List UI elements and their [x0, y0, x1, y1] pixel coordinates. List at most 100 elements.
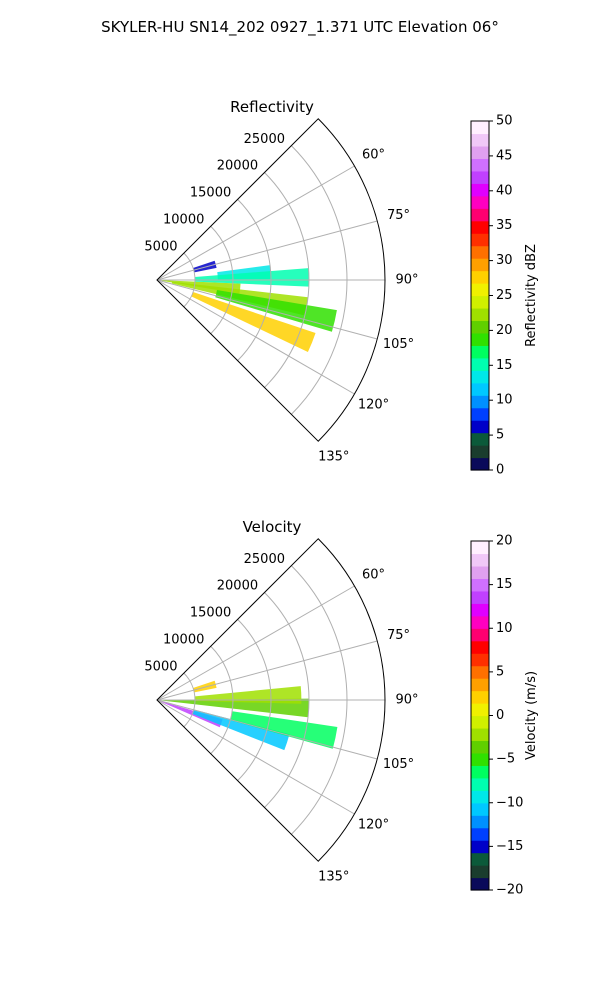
range-tick-label: 10000 [163, 212, 204, 227]
colorbar-tick-label: 45 [496, 148, 513, 163]
colorbar-segment [471, 715, 489, 729]
echo-region-1 [157, 700, 223, 728]
sector-frame [156, 118, 386, 442]
azimuth-tick-label: 75° [387, 208, 410, 223]
azimuth-tick-label: 60° [362, 148, 385, 163]
colorbar-segment [471, 865, 489, 879]
echo-region-5 [194, 686, 302, 704]
colorbar-segment [471, 145, 489, 159]
colorbar-segment [471, 640, 489, 654]
colorbar-segment [471, 777, 489, 791]
colorbar-tick-label: 0 [496, 463, 504, 478]
range-tick-label: 15000 [190, 186, 231, 201]
colorbar-tick-label: −15 [496, 839, 523, 854]
colorbar-segment [471, 258, 489, 272]
range-tick-label: 20000 [217, 159, 258, 174]
range-tick-label: 5000 [144, 659, 177, 674]
colorbar-tick-label: 5 [496, 428, 504, 443]
range-tick-label: 25000 [244, 552, 285, 567]
colorbar-segment [471, 420, 489, 434]
colorbar-segment [471, 245, 489, 259]
colorbar-segment [471, 690, 489, 704]
colorbar-tick-label: 25 [496, 288, 513, 303]
colorbar-segment [471, 840, 489, 854]
colorbar-tick-label: −5 [496, 752, 515, 767]
colorbar-tick-label: 15 [496, 358, 513, 373]
panel-title: Reflectivity [230, 98, 314, 116]
range-tick-label: 5000 [144, 239, 177, 254]
colorbar-label: Velocity (m/s) [524, 671, 539, 760]
colorbar-segment [471, 220, 489, 234]
colorbar-segment [471, 121, 489, 135]
colorbar-tick-label: 10 [496, 621, 513, 636]
colorbar-segment [471, 270, 489, 284]
colorbar-segment [471, 615, 489, 629]
echo-region-4 [193, 680, 217, 693]
range-tick-label: 20000 [217, 579, 258, 594]
colorbar-segment [471, 727, 489, 742]
range-tick-label: 15000 [190, 606, 231, 621]
colorbar-tick-label: 40 [496, 183, 513, 198]
azimuth-tick-label: 90° [395, 693, 418, 708]
colorbar-segment [471, 158, 489, 172]
azimuth-tick-label: 90° [395, 273, 418, 288]
colorbar-segment [471, 370, 489, 384]
colorbar-segment [471, 628, 489, 642]
azimuth-tick-label: 75° [387, 628, 410, 643]
azimuth-spoke-0 [156, 585, 355, 701]
echo-region-5 [193, 260, 217, 273]
colorbar-segment [471, 457, 489, 471]
azimuth-spoke-3 [156, 279, 378, 340]
range-tick-label: 25000 [244, 132, 285, 147]
colorbar-segment [471, 877, 489, 891]
colorbar-segment [471, 565, 489, 579]
colorbar-segment [471, 665, 489, 679]
colorbar-segment [471, 195, 489, 209]
azimuth-spoke-3 [156, 699, 378, 760]
colorbar-label: Reflectivity dBZ [524, 244, 539, 347]
colorbar-tick-label: 10 [496, 393, 513, 408]
colorbar-segment [471, 827, 489, 841]
colorbar-segment [471, 678, 489, 692]
azimuth-spoke-4 [156, 279, 355, 395]
colorbar-segment [471, 790, 489, 804]
echo-region-2 [192, 709, 290, 751]
echo-region-2 [191, 292, 316, 352]
colorbar-tick-label: 5 [496, 664, 504, 679]
colorbar-segment [471, 765, 489, 779]
echo-region-6 [194, 268, 309, 287]
colorbar-segment [471, 603, 489, 617]
colorbar-segment [471, 752, 489, 766]
azimuth-spoke-0 [156, 165, 355, 281]
colorbar-tick-label: 0 [496, 708, 504, 723]
colorbar-segment [471, 407, 489, 421]
colorbar-segment [471, 133, 489, 147]
colorbar-segment [471, 170, 489, 184]
colorbar-segment [471, 653, 489, 667]
azimuth-spoke-1 [156, 640, 378, 701]
colorbar-segment [471, 541, 489, 555]
colorbar-segment [471, 307, 489, 322]
colorbar-tick-label: −20 [496, 883, 523, 898]
colorbar-segment [471, 395, 489, 409]
colorbar-segment [471, 852, 489, 866]
azimuth-spoke-4 [156, 699, 355, 815]
colorbar-tick-label: 35 [496, 218, 513, 233]
azimuth-tick-label: 105° [383, 757, 414, 772]
colorbar-tick-label: 20 [496, 534, 513, 549]
colorbar-segment [471, 445, 489, 459]
colorbar-segment [471, 295, 489, 309]
azimuth-tick-label: 120° [358, 818, 389, 833]
colorbar-segment [471, 208, 489, 222]
azimuth-tick-label: 60° [362, 568, 385, 583]
azimuth-spoke-1 [156, 220, 378, 281]
colorbar-segment [471, 590, 489, 604]
colorbar-tick-label: 30 [496, 253, 513, 268]
azimuth-tick-label: 135° [318, 869, 349, 884]
echo-region-3 [230, 711, 338, 749]
colorbar-segment [471, 703, 489, 717]
azimuth-tick-label: 120° [358, 398, 389, 413]
azimuth-tick-label: 105° [383, 337, 414, 352]
colorbar-segment [471, 320, 489, 334]
